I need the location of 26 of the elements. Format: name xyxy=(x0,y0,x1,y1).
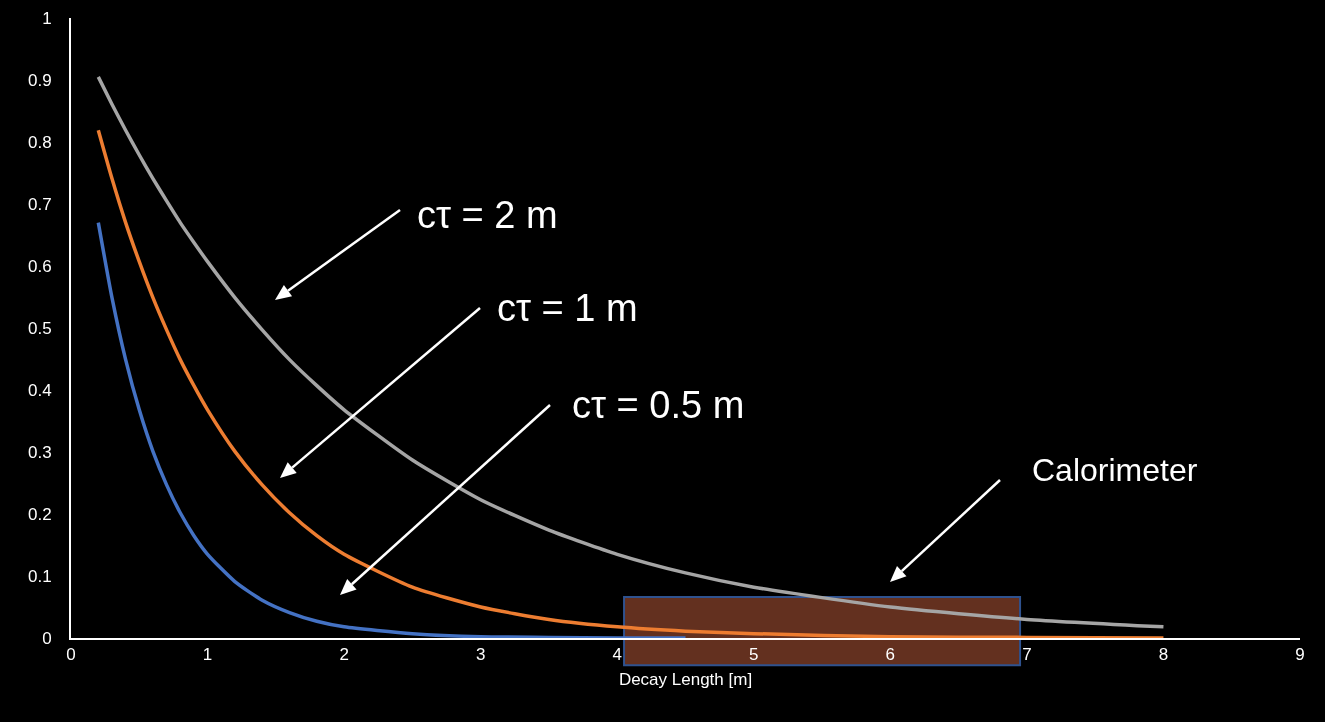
x-tick-label: 1 xyxy=(202,645,213,665)
y-tick-label: 1 xyxy=(42,8,52,28)
x-tick-label: 8 xyxy=(1158,645,1169,665)
x-tick-label: 9 xyxy=(1295,645,1305,665)
annotation: cτ = 0.5 m xyxy=(572,384,745,426)
x-tick-label: 3 xyxy=(475,645,486,665)
y-tick-label: 0.7 xyxy=(27,194,52,214)
x-tick-label: 5 xyxy=(749,645,759,665)
y-tick-label: 0.1 xyxy=(27,566,52,586)
y-tick-label: 0.2 xyxy=(27,504,52,524)
y-tick-label: 0.3 xyxy=(27,442,52,462)
x-tick-label: 4 xyxy=(612,645,622,665)
y-tick-label: 0.4 xyxy=(27,380,52,400)
y-tick-label: 0.6 xyxy=(27,256,52,276)
annotation: Calorimeter xyxy=(1032,452,1198,488)
x-tick-label: 6 xyxy=(885,645,896,665)
y-tick-label: 0.5 xyxy=(27,318,52,338)
y-tick-label: 0.9 xyxy=(27,70,52,90)
y-tick-label: 0 xyxy=(42,628,52,648)
x-axis-title: Decay Length [m] xyxy=(618,670,753,690)
x-tick-label: 2 xyxy=(339,645,349,665)
annotation: cτ = 2 m xyxy=(417,194,558,236)
y-tick-label: 0.8 xyxy=(27,132,52,152)
x-tick-label: 7 xyxy=(1022,645,1032,665)
x-tick-label: 0 xyxy=(66,645,76,665)
annotation: cτ = 1 m xyxy=(497,287,638,329)
